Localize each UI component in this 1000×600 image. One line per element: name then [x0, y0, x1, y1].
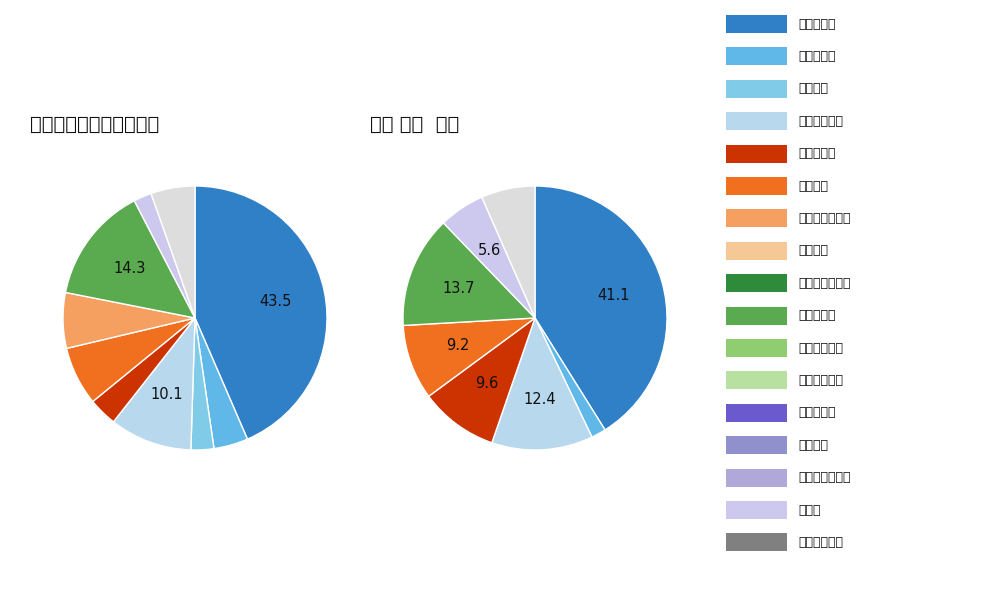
- Wedge shape: [134, 194, 195, 318]
- Wedge shape: [535, 318, 605, 437]
- FancyBboxPatch shape: [726, 145, 787, 163]
- Text: スローカーブ: スローカーブ: [798, 536, 843, 549]
- Text: 岡林 勇希  選手: 岡林 勇希 選手: [370, 115, 459, 134]
- Text: 9.2: 9.2: [446, 338, 470, 353]
- Text: ツーシーム: ツーシーム: [798, 50, 836, 63]
- Text: シンカー: シンカー: [798, 244, 828, 257]
- Text: スプリット: スプリット: [798, 147, 836, 160]
- FancyBboxPatch shape: [726, 15, 787, 33]
- Wedge shape: [195, 318, 247, 449]
- Wedge shape: [443, 197, 535, 318]
- Wedge shape: [151, 186, 195, 318]
- Wedge shape: [482, 186, 535, 318]
- FancyBboxPatch shape: [726, 112, 787, 130]
- Text: 9.6: 9.6: [475, 376, 498, 391]
- Wedge shape: [67, 318, 195, 401]
- FancyBboxPatch shape: [726, 242, 787, 260]
- FancyBboxPatch shape: [726, 436, 787, 454]
- Text: フォーク: フォーク: [798, 179, 828, 193]
- Wedge shape: [63, 292, 195, 349]
- FancyBboxPatch shape: [726, 274, 787, 292]
- Wedge shape: [65, 201, 195, 318]
- Text: 5.6: 5.6: [478, 242, 501, 257]
- Wedge shape: [429, 318, 535, 443]
- Text: パワーカーブ: パワーカーブ: [798, 374, 843, 387]
- FancyBboxPatch shape: [726, 209, 787, 227]
- Wedge shape: [93, 318, 195, 422]
- Text: セ・リーグ全プレイヤー: セ・リーグ全プレイヤー: [30, 115, 159, 134]
- Wedge shape: [113, 318, 195, 450]
- Text: 14.3: 14.3: [113, 262, 146, 277]
- Text: 41.1: 41.1: [597, 288, 630, 303]
- Text: スクリュー: スクリュー: [798, 406, 836, 419]
- Text: 10.1: 10.1: [151, 388, 183, 403]
- FancyBboxPatch shape: [726, 404, 787, 422]
- Wedge shape: [191, 318, 214, 450]
- Text: 縦スライダー: 縦スライダー: [798, 341, 843, 355]
- Text: 13.7: 13.7: [443, 281, 475, 296]
- Text: 高速スライダー: 高速スライダー: [798, 277, 851, 290]
- Text: カットボール: カットボール: [798, 115, 843, 128]
- Text: シュート: シュート: [798, 82, 828, 95]
- Wedge shape: [403, 318, 535, 396]
- FancyBboxPatch shape: [726, 339, 787, 357]
- FancyBboxPatch shape: [726, 371, 787, 389]
- Wedge shape: [492, 318, 592, 450]
- FancyBboxPatch shape: [726, 469, 787, 487]
- Text: カーブ: カーブ: [798, 503, 821, 517]
- FancyBboxPatch shape: [726, 80, 787, 98]
- FancyBboxPatch shape: [726, 533, 787, 551]
- Text: 12.4: 12.4: [523, 392, 556, 407]
- FancyBboxPatch shape: [726, 47, 787, 65]
- Text: 43.5: 43.5: [259, 294, 291, 309]
- FancyBboxPatch shape: [726, 177, 787, 195]
- FancyBboxPatch shape: [726, 501, 787, 519]
- Text: ナックル: ナックル: [798, 439, 828, 452]
- Wedge shape: [403, 223, 535, 325]
- Text: チェンジアップ: チェンジアップ: [798, 212, 851, 225]
- Text: ナックルカーブ: ナックルカーブ: [798, 471, 851, 484]
- Text: ストレート: ストレート: [798, 17, 836, 31]
- FancyBboxPatch shape: [726, 307, 787, 325]
- Wedge shape: [195, 186, 327, 439]
- Text: スライダー: スライダー: [798, 309, 836, 322]
- Wedge shape: [535, 186, 667, 430]
